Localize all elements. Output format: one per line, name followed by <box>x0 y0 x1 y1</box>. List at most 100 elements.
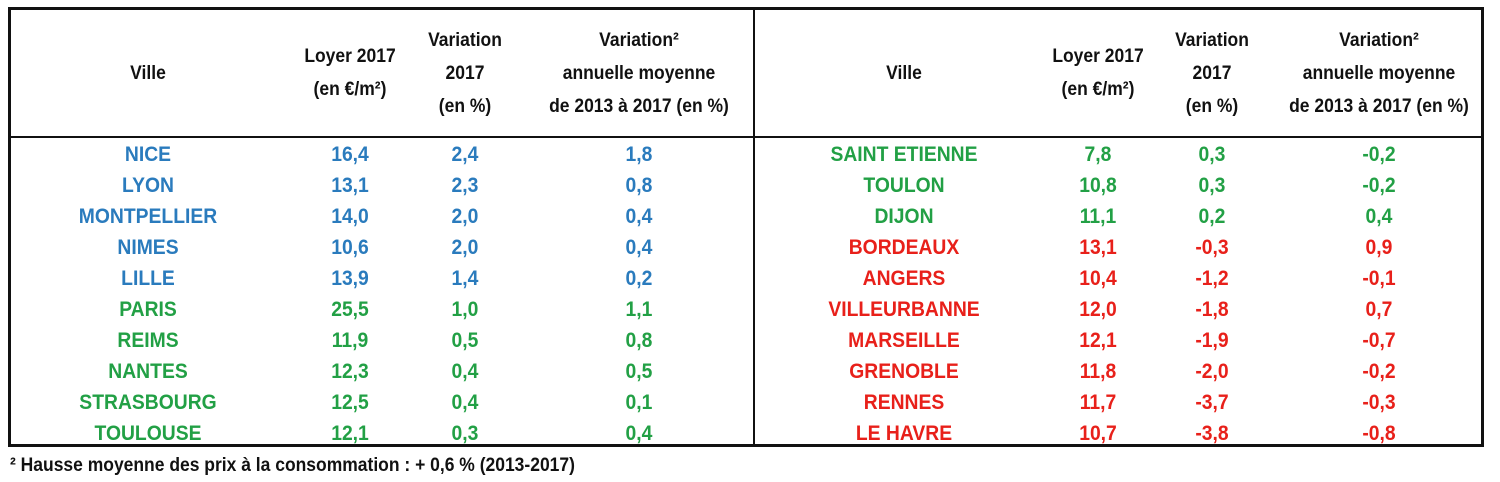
loyer-cell: 7,8 <box>1084 142 1112 166</box>
variation-moyenne-cell: 1,8 <box>625 142 653 166</box>
city-cell: BORDEAUX <box>848 235 960 259</box>
variation-cell: 0,3 <box>451 422 479 446</box>
header-line: (en %) <box>438 95 492 117</box>
header-line: Loyer 2017 <box>1052 46 1144 67</box>
variation-moyenne-cell: -0,2 <box>1362 173 1396 197</box>
loyer-cell: 12,3 <box>331 360 369 384</box>
city-cell: TOULON <box>863 173 945 197</box>
variation-cell: 2,0 <box>451 235 479 259</box>
city-cell: MONTPELLIER <box>78 204 218 228</box>
variation-cell: 2,0 <box>451 204 479 228</box>
header-line: Variation <box>428 29 502 51</box>
header-line: Ville <box>886 62 922 84</box>
variation-moyenne-cell: 0,2 <box>625 266 653 290</box>
variation-cell: 1,4 <box>451 266 479 290</box>
variation-moyenne-cell: 0,4 <box>1365 204 1393 228</box>
loyer-cell: 11,8 <box>1079 360 1117 384</box>
city-cell: ANGERS <box>862 266 946 290</box>
variation-cell: -2,0 <box>1195 360 1229 384</box>
city-cell: PARIS <box>119 298 177 321</box>
variation-moyenne-cell: 0,8 <box>625 329 653 353</box>
table-row: MONTPELLIER 14,0 2,0 0,4 <box>11 201 1481 232</box>
table-row: PARIS 25,5 1,0 1,1 <box>11 295 1481 326</box>
loyer-cell: 25,5 <box>331 298 369 321</box>
loyer-cell: 10,7 <box>1079 422 1117 446</box>
loyer-cell: 13,1 <box>1079 235 1117 259</box>
variation-cell: -0,3 <box>1195 235 1229 259</box>
variation-cell: 2,4 <box>451 142 479 166</box>
header-line: (en %) <box>1185 95 1239 117</box>
loyer-cell: 13,1 <box>331 173 369 197</box>
city-cell: LILLE <box>121 266 175 290</box>
variation-cell: -1,9 <box>1195 329 1229 353</box>
variation-cell: 0,4 <box>451 391 479 415</box>
variation-moyenne-cell: -0,2 <box>1362 360 1396 384</box>
loyer-cell: 10,8 <box>1079 173 1117 197</box>
loyer-cell: 12,0 <box>1079 298 1117 321</box>
header-line: Variation² <box>1339 29 1419 51</box>
variation-moyenne-cell: 0,1 <box>625 391 653 415</box>
header-loyer-left: Loyer 2017 (en €/m²) <box>281 10 419 136</box>
loyer-cell: 12,1 <box>331 422 369 446</box>
table-row: LILLE 13,9 1,4 0,2 <box>11 263 1481 294</box>
header-line: Variation² <box>599 29 679 51</box>
table-row: LYON 13,1 2,3 0,8 <box>11 170 1481 201</box>
variation-moyenne-cell: 0,4 <box>625 204 653 228</box>
header-divider <box>11 136 1481 138</box>
variation-cell: -1,8 <box>1195 298 1229 321</box>
loyer-cell: 16,4 <box>331 142 369 166</box>
loyer-cell: 10,4 <box>1079 266 1117 290</box>
variation-moyenne-cell: -0,7 <box>1362 329 1396 353</box>
city-cell: NICE <box>124 142 172 166</box>
table-row: GRENOBLE 11,8 -2,0 -0,2 <box>11 357 1481 388</box>
header-line: annuelle moyenne <box>1302 62 1456 84</box>
loyer-cell: 11,9 <box>331 329 369 353</box>
variation-cell: 0,4 <box>451 360 479 384</box>
variation-moyenne-cell: 0,9 <box>1365 235 1393 259</box>
variation-cell: 0,5 <box>451 329 479 353</box>
loyer-cell: 12,5 <box>331 391 369 415</box>
center-divider <box>753 10 755 444</box>
variation-moyenne-cell: 0,4 <box>625 422 653 446</box>
table-row: BORDEAUX 13,1 -0,3 0,9 <box>11 232 1481 263</box>
footnote: ² Hausse moyenne des prix à la consommat… <box>10 455 575 476</box>
header-variation-moyenne-left: Variation² annuelle moyenne de 2013 à 2017… <box>529 10 750 136</box>
header-line: de 2013 à 2017 (en %) <box>1289 95 1469 117</box>
variation-cell: -3,7 <box>1195 391 1229 415</box>
variation-moyenne-cell: -0,3 <box>1362 391 1396 415</box>
variation-moyenne-cell: 0,4 <box>625 235 653 259</box>
header-line: Loyer 2017 <box>304 46 396 67</box>
variation-cell: 1,0 <box>451 298 479 321</box>
city-cell: REIMS <box>117 329 179 353</box>
city-cell: SAINT ETIENNE <box>830 142 978 166</box>
header-line: 2017 <box>445 62 485 84</box>
table-row: RENNES 11,7 -3,7 -0,3 <box>11 388 1481 419</box>
loyer-cell: 14,0 <box>331 204 369 228</box>
header-loyer-right: Loyer 2017 (en €/m²) <box>1029 10 1167 136</box>
table-row: STRASBOURG 12,5 0,4 0,1 <box>11 388 1481 419</box>
loyer-cell: 12,1 <box>1079 329 1117 353</box>
city-cell: LYON <box>122 173 174 197</box>
loyer-cell: 11,1 <box>1079 204 1117 228</box>
loyer-cell: 13,9 <box>331 266 369 290</box>
header-variation-left: Variation 2017 (en %) <box>414 10 515 136</box>
table-row: NANTES 12,3 0,4 0,5 <box>11 357 1481 388</box>
city-cell: RENNES <box>863 391 945 415</box>
variation-moyenne-cell: -0,8 <box>1362 422 1396 446</box>
header-line: Variation <box>1175 29 1249 51</box>
city-cell: LE HAVRE <box>855 422 953 446</box>
variation-cell: 0,3 <box>1198 173 1226 197</box>
variation-moyenne-cell: 0,8 <box>625 173 653 197</box>
header-variation-right: Variation 2017 (en %) <box>1161 10 1262 136</box>
header-line: annuelle moyenne <box>562 62 716 84</box>
city-cell: MARSEILLE <box>848 329 960 353</box>
table-row: MARSEILLE 12,1 -1,9 -0,7 <box>11 326 1481 357</box>
table-row: REIMS 11,9 0,5 0,8 <box>11 326 1481 357</box>
header-line: (en €/m²) <box>313 79 387 100</box>
table-row: SAINT ETIENNE 7,8 0,3 -0,2 <box>11 139 1481 170</box>
variation-moyenne-cell: -0,1 <box>1362 266 1396 290</box>
city-cell: STRASBOURG <box>79 391 217 415</box>
header-variation-moyenne-right: Variation² annuelle moyenne de 2013 à 2017… <box>1269 10 1490 136</box>
variation-cell: 0,3 <box>1198 142 1226 166</box>
city-cell: TOULOUSE <box>94 422 202 446</box>
